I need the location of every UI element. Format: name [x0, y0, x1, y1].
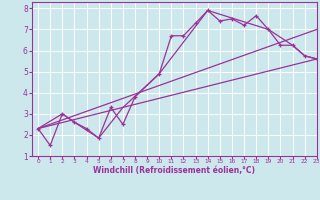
- X-axis label: Windchill (Refroidissement éolien,°C): Windchill (Refroidissement éolien,°C): [93, 166, 255, 175]
